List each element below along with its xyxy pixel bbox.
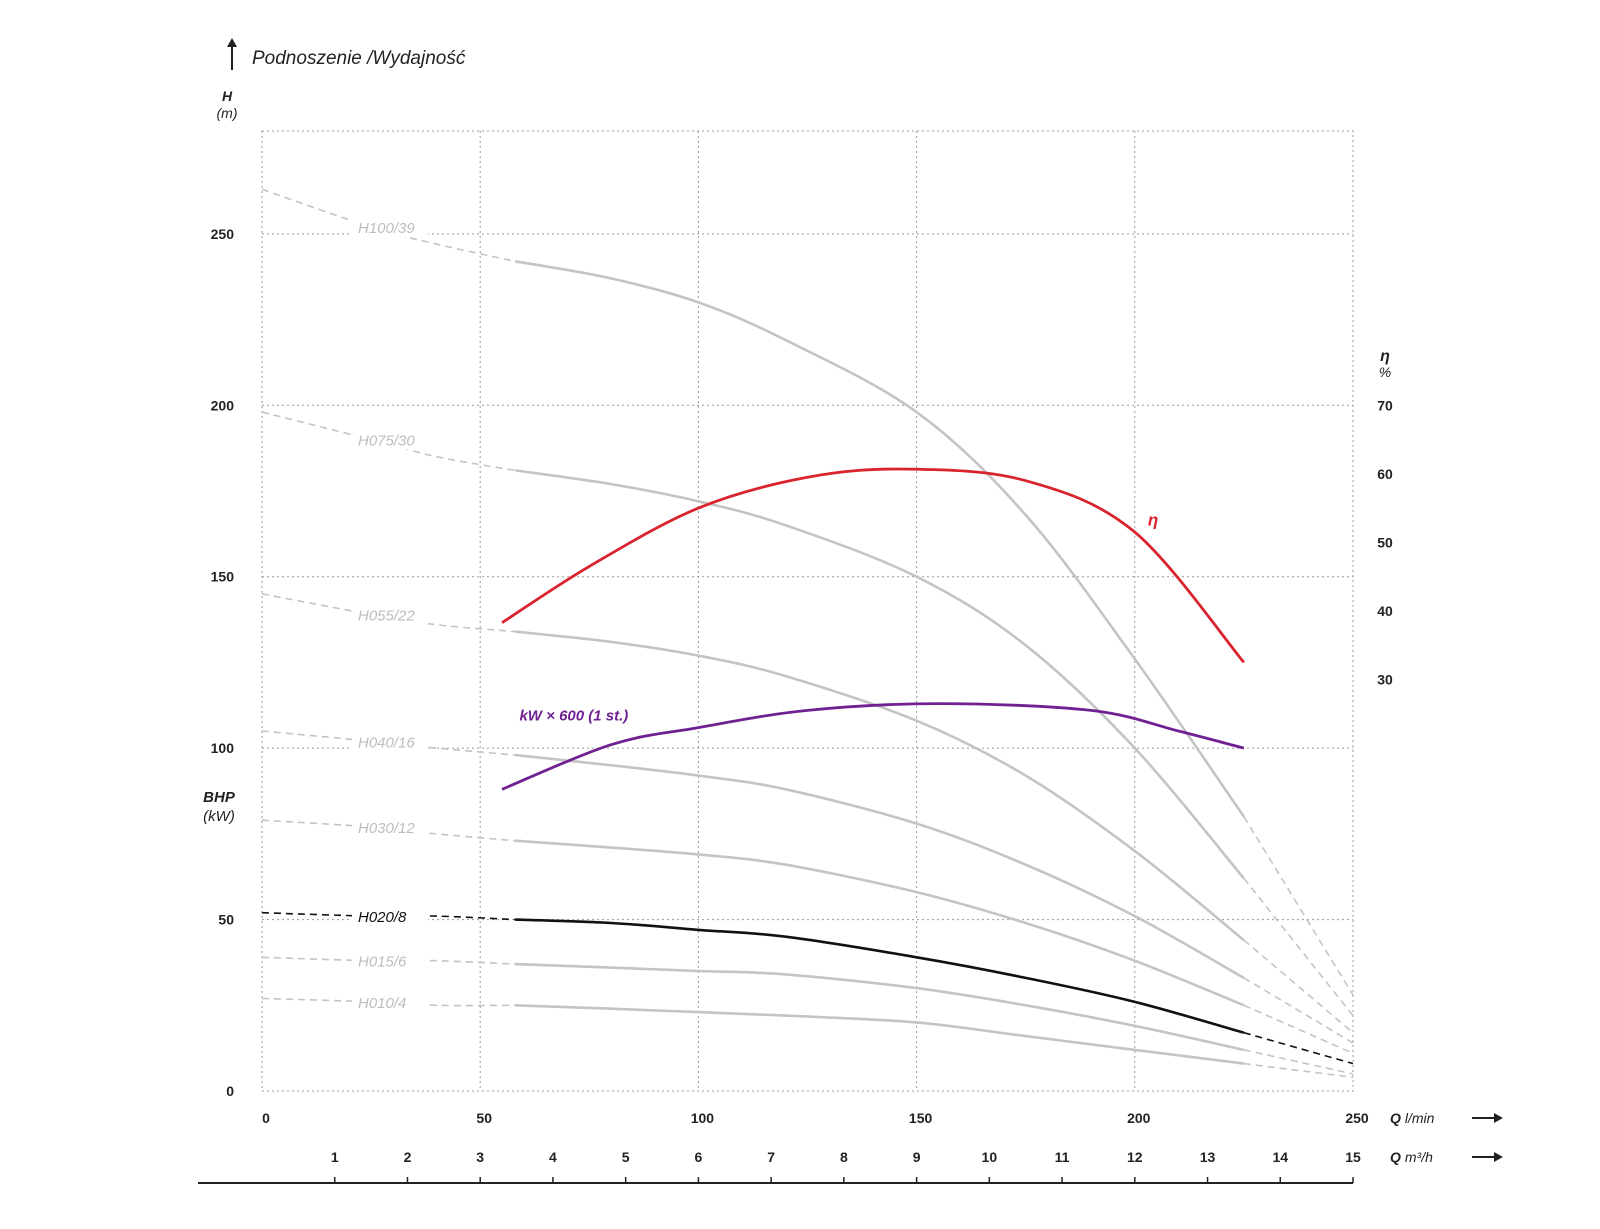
series-label: H015/6 [358,954,407,971]
y-left-tick-label: 150 [211,569,235,585]
series-line [514,260,1245,818]
series-line-dashed [1243,816,1354,996]
series-labels: H100/39 H075/30 H055/22 H040/16 H030/12 H020/… [352,215,1158,1012]
y-right-tick-label: 40 [1377,603,1393,619]
series-line-dashed [261,593,516,633]
x-primary-axis-label: Q [1390,1110,1401,1126]
x-secondary-tick-label: 15 [1345,1149,1361,1165]
series-label-bg [352,989,429,1012]
y-left-axis-label: H [222,88,233,104]
x-secondary-tick-label: 5 [622,1149,630,1165]
y-left-tick-label: 50 [218,912,234,928]
series-label-bg [352,729,429,752]
chart-title: Podnoszenie /Wydajność [252,48,466,69]
series-line [514,469,1245,880]
series-label-bg [352,904,429,927]
x-primary-tick-label: 0 [262,1110,270,1126]
series-line-dashed [1243,1004,1354,1055]
y-left-tick-label: 0 [226,1083,234,1099]
y-right-axis-unit: % [1379,364,1391,380]
x-secondary-axis-label: Q [1390,1149,1401,1165]
y-right-tick-label: 70 [1377,397,1393,413]
up-arrowhead-icon [227,38,237,47]
series-h055-22 [261,593,1354,1034]
y-right-tick-label: 50 [1377,534,1393,550]
x-primary-tick-label: 150 [909,1110,933,1126]
series-eta [501,467,1245,664]
series-label: H040/16 [358,734,415,751]
x-secondary-tick-label: 2 [404,1149,412,1165]
bhp-axis-unit: (kW) [203,808,235,825]
x-primary-tick-label: 50 [476,1110,492,1126]
series-kw-600-1-st [501,702,1245,791]
plot-frame [261,130,1354,1092]
x-secondary-tick-label: 7 [767,1149,775,1165]
series-label: H020/8 [358,909,407,926]
x-secondary-tick-label: 14 [1272,1149,1288,1165]
series-label: H030/12 [358,820,415,837]
series-line-dashed [1243,1062,1354,1079]
series-line-dashed [1243,939,1354,1034]
series-label: kW × 600 (1 st.) [519,708,628,725]
series-label: H010/4 [358,995,406,1012]
series-line [515,839,1245,1007]
x-secondary-tick-label: 6 [695,1149,703,1165]
y-right-tick-label: 60 [1377,466,1393,482]
series-label-bg [352,215,429,237]
series-line-dashed [1243,1031,1354,1065]
series-label-bg [352,602,429,625]
x-secondary-tick-label: 12 [1127,1149,1143,1165]
series-line-dashed [1243,877,1354,1017]
series-line [514,753,1245,980]
series-line [501,467,1245,664]
x-primary-axis-unit: l/min [1405,1110,1435,1126]
svg-text:Qm³/h: Qm³/h [1390,1149,1433,1165]
x-secondary-tick-label: 3 [476,1149,484,1165]
series-line-dashed [261,411,516,472]
x-secondary-arrowhead-icon [1494,1152,1503,1162]
x-secondary-axis-unit: m³/h [1405,1149,1433,1165]
series [261,188,1354,1079]
series-h020-8 [261,911,1354,1065]
series-line-dashed [1243,977,1354,1044]
series-line [515,918,1245,1034]
series-line [515,962,1245,1052]
series-h075-30 [261,411,1354,1017]
x-secondary-tick-label: 8 [840,1149,848,1165]
y-left-tick-label: 250 [211,226,235,242]
x-secondary-tick-label: 9 [913,1149,921,1165]
svg-text:Ql/min: Ql/min [1390,1110,1435,1126]
y-left-tick-label: 200 [211,397,235,413]
x-secondary-tick-label: 1 [331,1149,339,1165]
series-label-bg [352,815,429,837]
x-primary-arrowhead-icon [1494,1113,1503,1123]
series-line [515,1004,1245,1065]
series-label: H055/22 [358,607,415,624]
series-line [514,630,1245,942]
x-secondary-tick-label: 10 [982,1149,998,1165]
x-primary-tick-label: 200 [1127,1110,1151,1126]
x-secondary-tick-label: 13 [1200,1149,1216,1165]
series-line [501,702,1245,791]
chart-header: Podnoszenie /Wydajność [227,38,466,70]
x-primary-tick-label: 250 [1345,1110,1369,1126]
series-h030-12 [261,819,1354,1055]
y-left-axis-unit: (m) [217,105,238,121]
y-right-axis-label: η [1380,348,1390,365]
series-label: η [1148,510,1158,529]
series-label: H100/39 [358,220,415,237]
series-label-bg [352,948,429,971]
y-right-tick-label: 30 [1377,672,1393,688]
series-label-bg [352,427,429,450]
bhp-axis-label: BHP [203,789,236,806]
x-secondary-tick-label: 4 [549,1149,557,1165]
series-label: H075/30 [358,433,415,450]
x-secondary-tick-label: 11 [1055,1149,1070,1165]
y-left-tick-label: 100 [211,740,235,756]
x-primary-tick-label: 100 [691,1110,715,1126]
